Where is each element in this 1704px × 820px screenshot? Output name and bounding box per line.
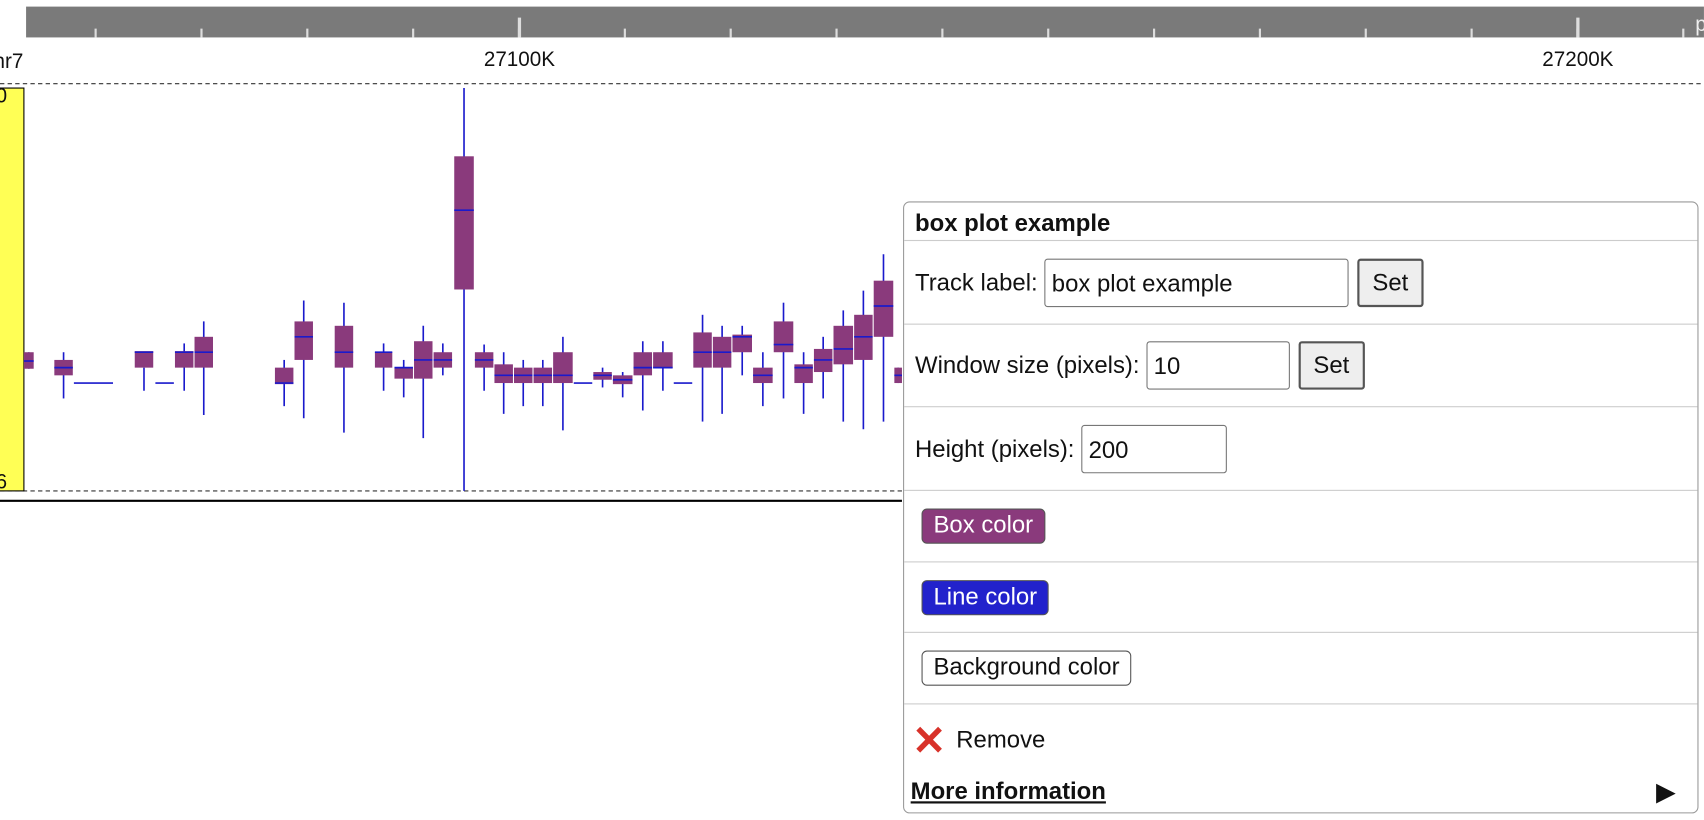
menu-title: box plot example <box>915 209 1111 237</box>
height-row: Height (pixels): 200 <box>904 406 1698 490</box>
field-label: Track label: <box>915 268 1038 296</box>
y-axis-strip <box>0 87 25 492</box>
box <box>732 334 752 353</box>
box <box>693 332 712 368</box>
box <box>274 367 294 385</box>
ruler-tick-label: 27100K <box>484 48 555 71</box>
box <box>873 280 894 337</box>
box <box>833 325 854 365</box>
ruler-tick-label: 27200K <box>1542 48 1613 71</box>
box <box>334 325 354 368</box>
box <box>633 352 653 376</box>
track-label-row: Track label: box plot example Set <box>904 239 1698 324</box>
text-input[interactable]: 10 <box>1146 341 1290 390</box>
chrom-label: hr7 <box>0 50 23 73</box>
background-color-button[interactable]: Background color <box>921 650 1132 686</box>
text-input[interactable]: box plot example <box>1044 258 1349 307</box>
box <box>134 351 154 368</box>
line-color-button[interactable]: Line color <box>921 579 1050 615</box>
field-label: Height (pixels): <box>915 434 1075 462</box>
box-color-row: Box color <box>904 489 1698 562</box>
remove-row[interactable]: Remove <box>904 703 1698 773</box>
box <box>553 352 573 384</box>
ruler-edge-label: p <box>1695 13 1704 36</box>
background-color-row: Background color <box>904 631 1698 704</box>
line-color-row: Line color <box>904 561 1698 631</box>
more-info-link[interactable]: More information <box>910 777 1106 805</box>
box <box>174 351 194 368</box>
box <box>454 156 474 290</box>
ruler-bar <box>26 6 1704 38</box>
track-menu: box plot example Track label: box plot e… <box>903 201 1699 814</box>
box <box>773 321 794 353</box>
remove-icon <box>916 726 942 753</box>
field-label: Window size (pixels): <box>915 351 1140 379</box>
box <box>794 364 813 384</box>
y-min-label: 6 <box>0 471 7 494</box>
box <box>494 364 513 384</box>
box <box>294 321 313 360</box>
text-input[interactable]: 200 <box>1080 424 1227 473</box>
y-max-label: 0 <box>0 84 7 107</box>
box <box>394 367 413 379</box>
box <box>374 352 393 368</box>
set-button[interactable]: Set <box>1298 341 1365 390</box>
box-color-button[interactable]: Box color <box>921 508 1046 544</box>
box <box>653 352 673 368</box>
expand-arrow[interactable] <box>1654 781 1678 805</box>
set-button[interactable]: Set <box>1357 258 1424 307</box>
remove-label[interactable]: Remove <box>956 724 1046 753</box>
window-size-row: Window size (pixels): 10 Set <box>904 323 1698 407</box>
